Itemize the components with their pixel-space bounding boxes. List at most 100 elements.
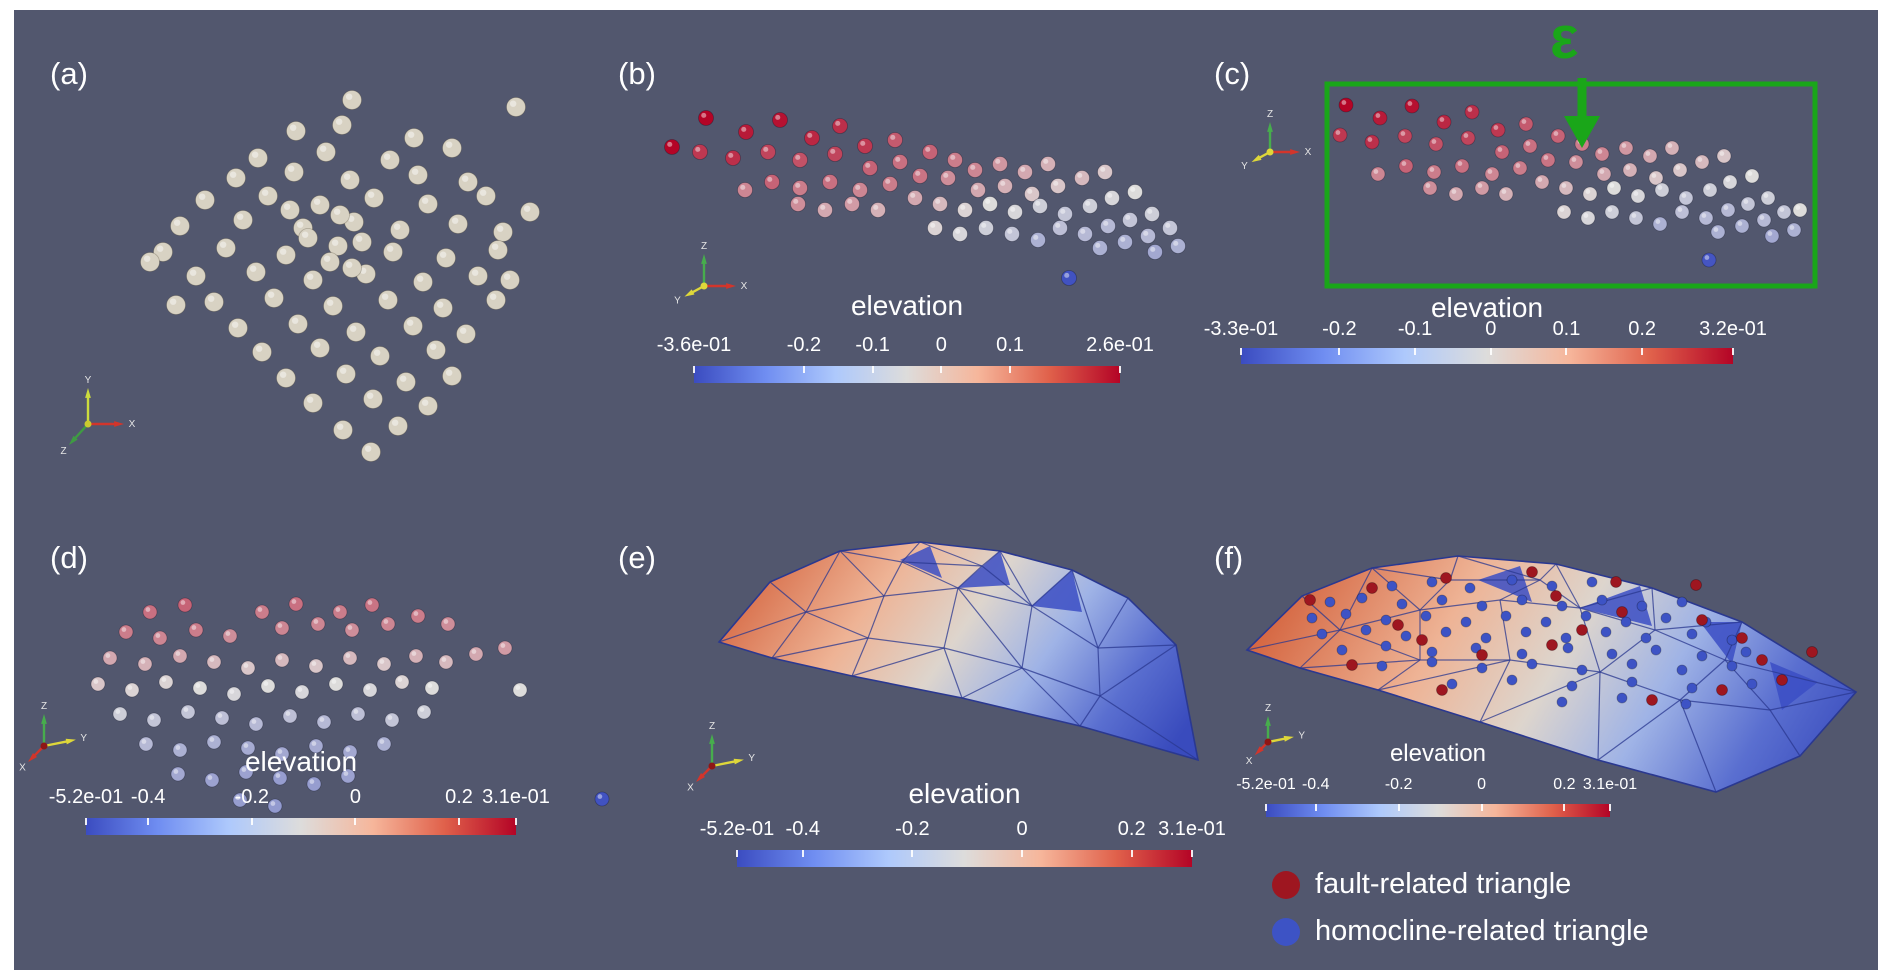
svg-text:Y: Y xyxy=(674,296,681,307)
colorbar-tick-mark xyxy=(1265,804,1267,811)
colorbar-gradient-bar xyxy=(1265,804,1611,817)
legend-label-fault: fault-related triangle xyxy=(1315,868,1572,900)
colorbar-tick: 0 xyxy=(1016,818,1028,840)
colorbar-tick-labels: -3.3e-01 -0.2 -0.1 0 0.1 0.2 3.2e-01 xyxy=(1204,318,1767,344)
colorbar-tick: 0 xyxy=(1477,776,1486,793)
svg-text:Y: Y xyxy=(85,375,92,386)
svg-text:Z: Z xyxy=(1265,703,1271,714)
colorbar-tick: 3.1e-01 xyxy=(1582,776,1638,793)
svg-text:X: X xyxy=(1305,147,1312,158)
svg-text:X: X xyxy=(1246,756,1253,767)
panel-label-e: (e) xyxy=(618,540,656,575)
colorbar-tick: 0.1 xyxy=(1552,318,1581,340)
colorbar-c: elevation -3.3e-01 -0.2 -0.1 0 0.1 0.2 3.2e-01 xyxy=(1204,292,1767,364)
svg-text:Y: Y xyxy=(1298,730,1305,741)
svg-text:X: X xyxy=(687,783,694,794)
colorbar-tick-labels: -5.2e-01 -0.4 -0.2 0 0.2 3.1e-01 xyxy=(700,818,1226,844)
colorbar-tick: 0.2 xyxy=(1628,318,1657,340)
panel-label-f: (f) xyxy=(1214,540,1244,575)
colorbar-tick: -0.1 xyxy=(855,334,890,356)
colorbar-tick: -0.1 xyxy=(1397,318,1433,340)
colorbar-tick-mark xyxy=(1563,804,1566,811)
colorbar-tick-mark xyxy=(1641,348,1644,355)
colorbar-tick: -3.3e-01 xyxy=(1203,318,1279,340)
svg-text:Z: Z xyxy=(709,721,715,732)
colorbar-tick-mark xyxy=(1732,348,1734,355)
colorbar-tick-labels: -5.2e-01 -0.4 -0.2 0 0.2 3.1e-01 xyxy=(1236,776,1637,802)
panel-label-d: (d) xyxy=(50,540,88,575)
colorbar-tick: -0.4 xyxy=(130,786,166,808)
svg-text:Y: Y xyxy=(748,753,755,764)
colorbar-tick-mark xyxy=(1338,348,1341,355)
colorbar-tick: 0.1 xyxy=(996,334,1024,356)
svg-text:Y: Y xyxy=(1241,161,1248,172)
colorbar-tick: -0.4 xyxy=(1301,776,1330,793)
colorbar-tick-mark xyxy=(1021,850,1024,857)
panel-label-c: (c) xyxy=(1214,56,1251,91)
colorbar-f: elevation -5.2e-01 -0.4 -0.2 0 0.2 3.1e-01 xyxy=(1236,740,1637,817)
colorbar-tick: -3.6e-01 xyxy=(656,334,732,356)
colorbar-tick: -0.2 xyxy=(895,818,930,840)
colorbar-tick-mark xyxy=(354,818,357,825)
colorbar-tick-mark xyxy=(871,366,874,373)
epsilon-annotation: ε xyxy=(1550,4,1579,71)
colorbar-e: elevation -5.2e-01 -0.4 -0.2 0 0.2 3.1e-01 xyxy=(700,778,1226,867)
colorbar-tick-mark xyxy=(1489,348,1492,355)
colorbar-tick: 0 xyxy=(349,786,361,808)
colorbar-title: elevation xyxy=(850,290,964,321)
panel-label-b: (b) xyxy=(618,56,656,91)
colorbar-tick-mark xyxy=(147,818,150,825)
colorbar-tick-mark xyxy=(250,818,253,825)
colorbar-gradient-bar xyxy=(1240,348,1734,364)
colorbar-tick: 0.2 xyxy=(1553,776,1576,793)
colorbar-tick: -5.2e-01 xyxy=(48,786,124,808)
colorbar-title: elevation xyxy=(244,746,358,777)
colorbar-tick-mark xyxy=(911,850,914,857)
svg-text:Y: Y xyxy=(80,733,87,744)
colorbar-tick-mark xyxy=(940,366,943,373)
colorbar-tick-mark xyxy=(1397,804,1400,811)
svg-text:X: X xyxy=(741,281,748,292)
colorbar-tick: -0.2 xyxy=(786,334,822,356)
colorbar-tick: -0.4 xyxy=(785,818,821,840)
colorbar-title: elevation xyxy=(1430,292,1544,323)
colorbar-tick: -0.2 xyxy=(1384,776,1413,793)
colorbar-tick-mark xyxy=(85,818,87,825)
legend-label-homocline: homocline-related triangle xyxy=(1315,915,1649,947)
colorbar-tick: 0.2 xyxy=(445,786,473,808)
colorbar-tick: 0 xyxy=(1485,318,1497,340)
colorbar-tick: 3.1e-01 xyxy=(1158,818,1226,840)
svg-text:Z: Z xyxy=(61,446,67,457)
colorbar-tick-mark xyxy=(1130,850,1133,857)
colorbar-tick: 3.1e-01 xyxy=(482,786,550,808)
colorbar-tick: 0.2 xyxy=(1117,818,1146,840)
colorbar-tick: -5.2e-01 xyxy=(1236,776,1296,793)
legend-dot-homocline-icon xyxy=(1272,917,1300,946)
colorbar-tick-mark xyxy=(801,850,804,857)
legend-item-homocline: homocline-related triangle xyxy=(1272,915,1649,948)
colorbar-tick-mark xyxy=(736,850,738,857)
colorbar-tick: -0.2 xyxy=(1322,318,1357,340)
colorbar-tick-mark xyxy=(1565,348,1568,355)
svg-text:Z: Z xyxy=(41,701,47,712)
svg-text:X: X xyxy=(129,419,136,430)
colorbar-tick-mark xyxy=(1314,804,1317,811)
panel-label-a: (a) xyxy=(50,56,88,91)
classification-legend: fault-related triangle homocline-related… xyxy=(1272,868,1649,962)
legend-dot-fault-icon xyxy=(1272,870,1300,899)
svg-text:Z: Z xyxy=(1267,109,1273,120)
colorbar-tick-mark xyxy=(1191,850,1193,857)
colorbar-tick: 2.6e-01 xyxy=(1086,334,1154,356)
colorbar-tick: 3.2e-01 xyxy=(1699,318,1767,340)
colorbar-tick-labels: -5.2e-01 -0.4 -0.2 0 0.2 3.1e-01 xyxy=(49,786,550,812)
colorbar-tick-mark xyxy=(515,818,517,825)
colorbar-tick: 0 xyxy=(935,334,947,356)
colorbar-gradient-bar xyxy=(85,818,517,835)
colorbar-title: elevation xyxy=(908,778,1021,809)
colorbar-gradient-bar xyxy=(693,366,1121,383)
svg-text:Z: Z xyxy=(701,241,707,252)
colorbar-d: elevation -5.2e-01 -0.4 -0.2 0 0.2 3.1e-01 xyxy=(49,746,550,835)
colorbar-tick-mark xyxy=(458,818,460,825)
